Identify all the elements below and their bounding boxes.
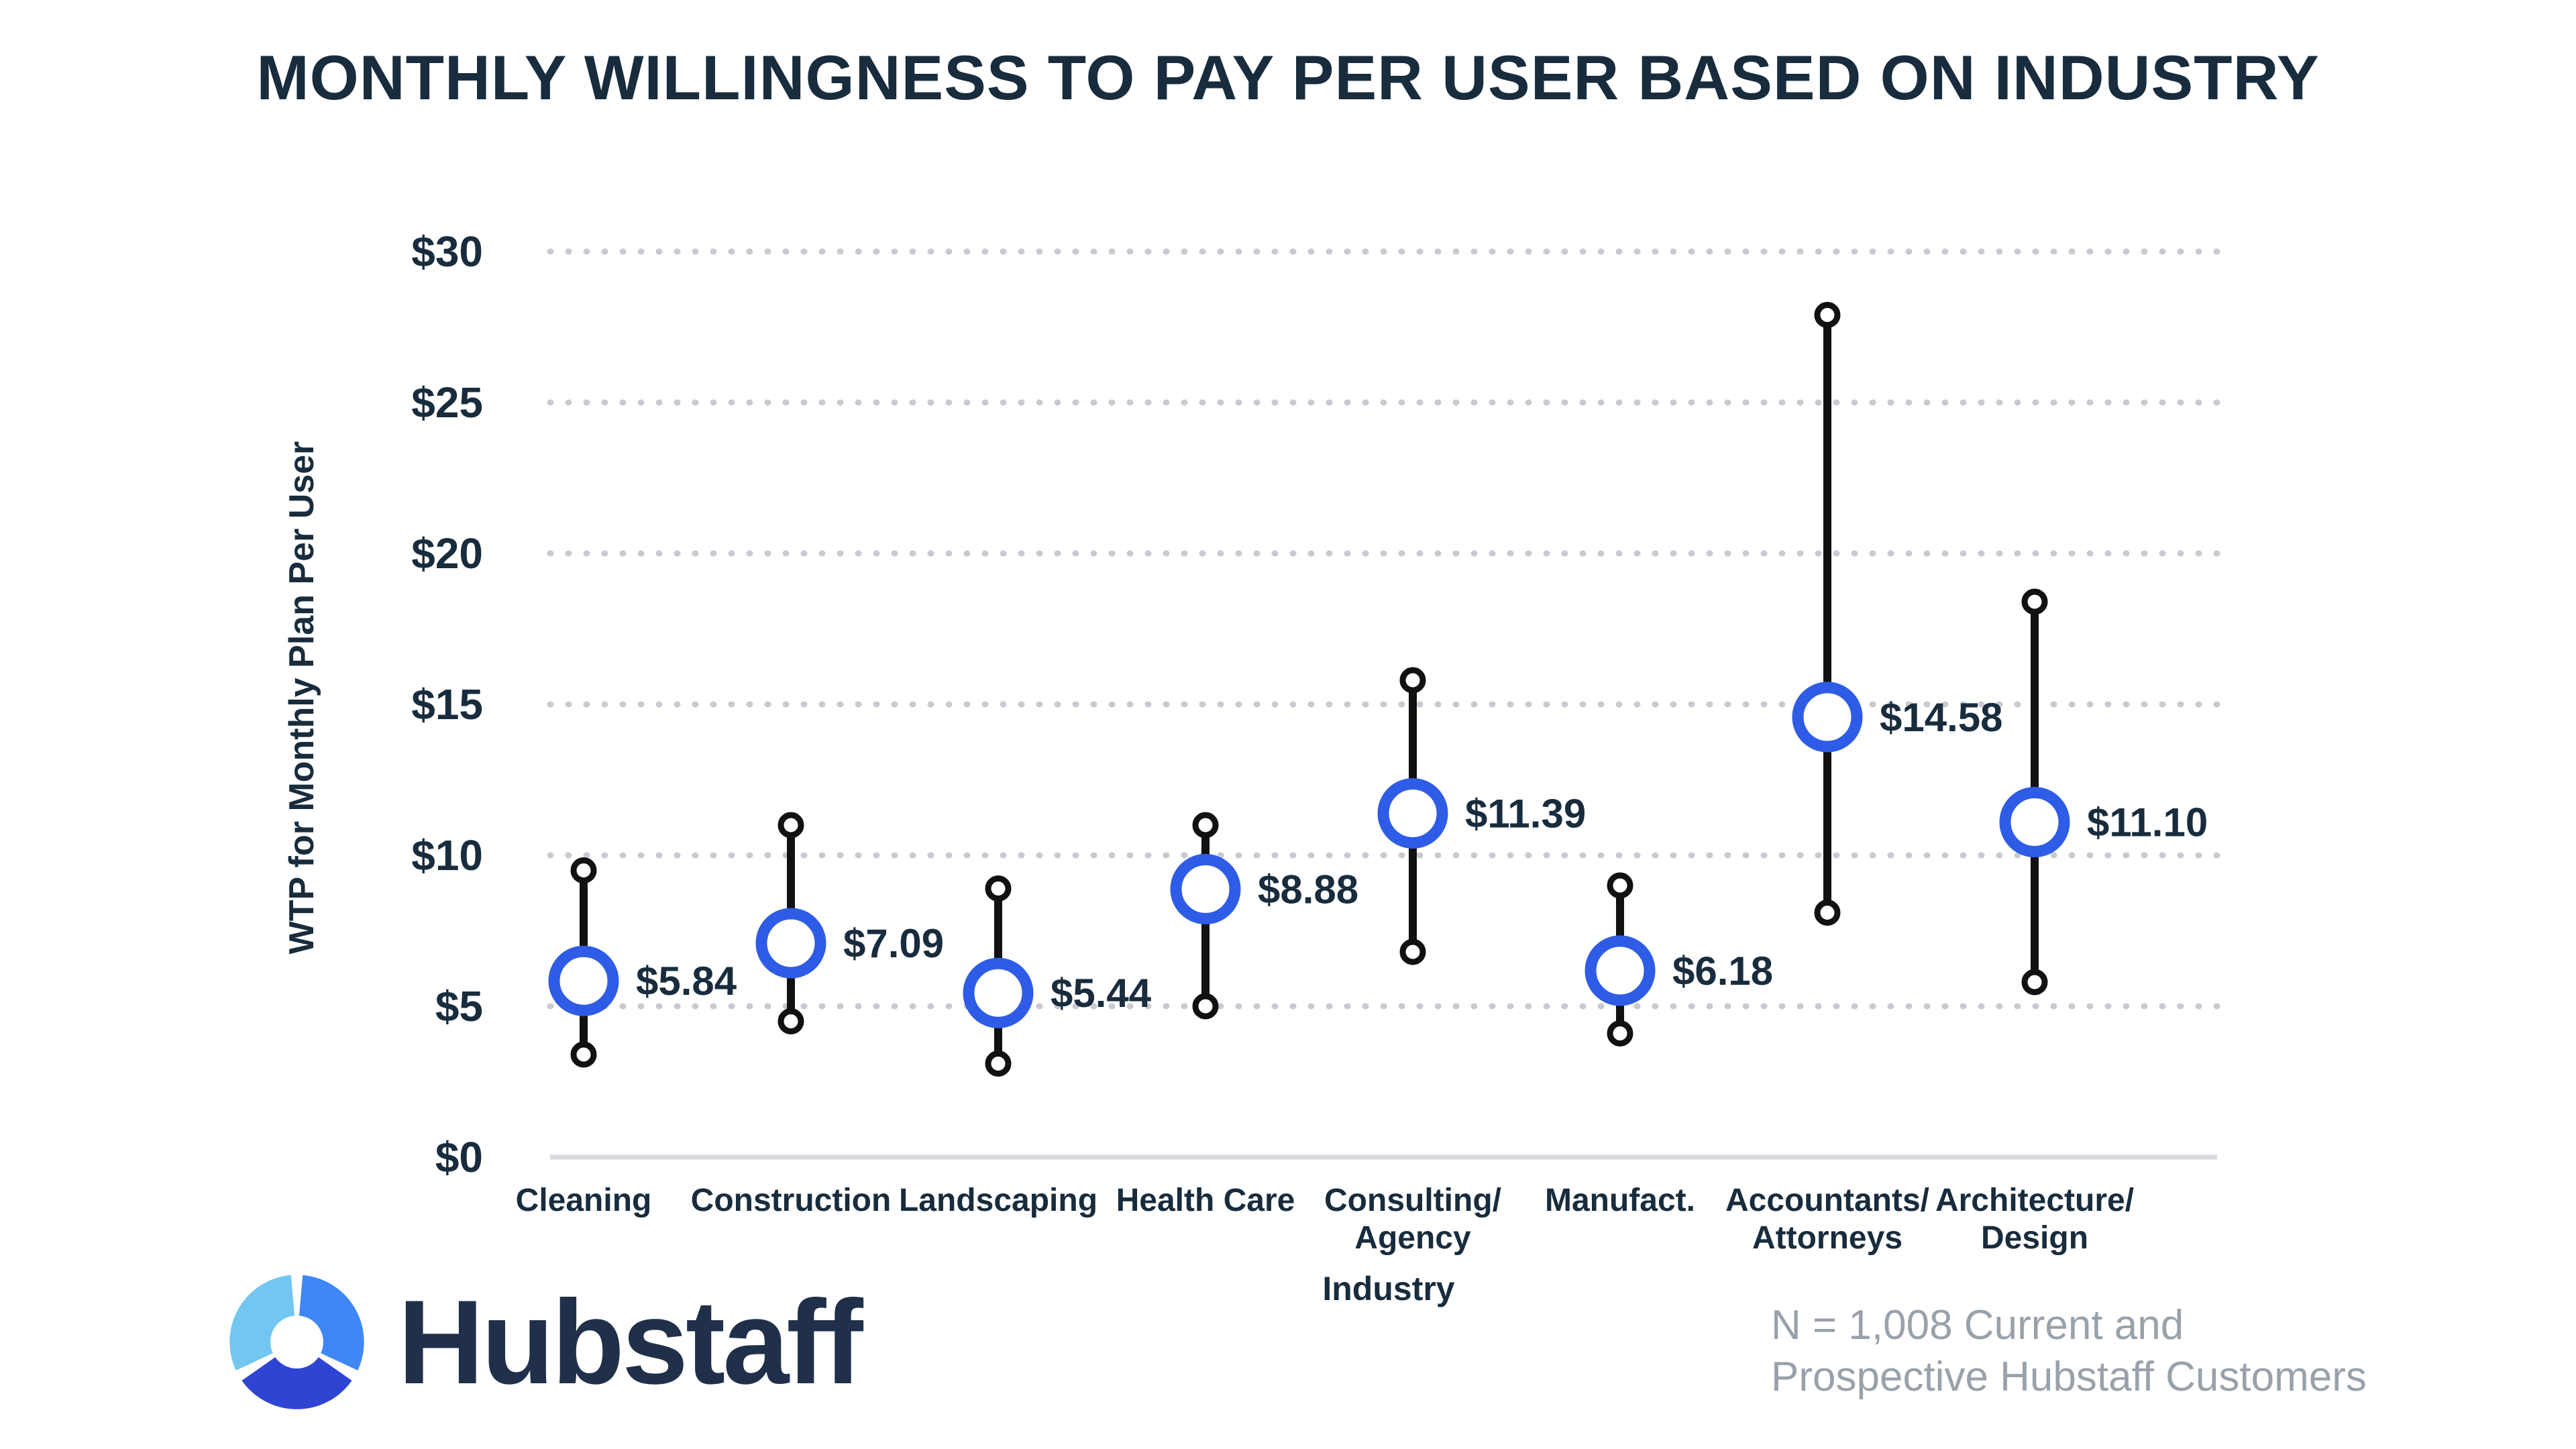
range-low-dot — [1399, 938, 1426, 965]
mean-dot — [1792, 682, 1863, 753]
range-high-dot — [2021, 588, 2048, 615]
range-high-dot — [1399, 667, 1426, 694]
mean-value-label: $11.10 — [2087, 800, 2208, 845]
logo-wordmark: Hubstaff — [398, 1275, 863, 1409]
hubstaff-logo-icon — [229, 1275, 364, 1409]
y-tick-label: $0 — [435, 1133, 483, 1181]
hubstaff-logo: Hubstaff — [221, 1267, 863, 1417]
sample-size-note: N = 1,008 Current and Prospective Hubsta… — [1771, 1300, 2367, 1403]
mean-value-label: $11.39 — [1465, 791, 1586, 836]
range-low-dot — [1192, 993, 1219, 1020]
range-high-dot — [777, 812, 804, 839]
mean-value-label: $7.09 — [843, 921, 944, 966]
category-label: Cleaning — [516, 1183, 652, 1218]
category-label: Consulting/Agency — [1324, 1183, 1501, 1256]
range-high-dot — [1607, 872, 1633, 899]
mean-dot — [548, 945, 619, 1016]
mean-value-label: $8.88 — [1258, 867, 1358, 912]
range-high-dot — [985, 875, 1012, 902]
mean-dot — [1999, 787, 2070, 857]
range-high-dot — [1192, 812, 1219, 839]
category-label: Health Care — [1116, 1183, 1295, 1218]
range-high-dot — [570, 857, 597, 883]
y-tick-label: $20 — [411, 529, 483, 578]
category-label: Architecture/Design — [1935, 1183, 2134, 1256]
range-low-dot — [1814, 900, 1841, 926]
logo-segment-light-icon — [229, 1275, 296, 1371]
mean-dot — [1585, 935, 1656, 1006]
sample-size-note-line2: Prospective Hubstaff Customers — [1771, 1353, 2367, 1400]
range-low-dot — [985, 1051, 1012, 1077]
mean-value-label: $6.18 — [1672, 949, 1773, 994]
range-low-dot — [2021, 969, 2048, 996]
category-label: Construction — [691, 1183, 892, 1218]
y-tick-label: $15 — [411, 680, 483, 729]
category-label: Accountants/Attorneys — [1725, 1183, 1929, 1256]
mean-dot — [755, 908, 826, 979]
mean-dot — [1377, 777, 1448, 849]
mean-dot — [1170, 853, 1241, 924]
range-low-dot — [1607, 1020, 1633, 1046]
range-low-dot — [777, 1008, 804, 1034]
mean-value-label: $5.84 — [636, 959, 737, 1004]
y-tick-label: $25 — [411, 378, 483, 427]
logo-segment-dark-icon — [241, 1356, 352, 1409]
y-tick-label: $30 — [411, 227, 483, 276]
range-low-dot — [570, 1041, 597, 1068]
mean-value-label: $5.44 — [1051, 971, 1152, 1016]
category-label: Landscaping — [899, 1183, 1097, 1218]
chart-title: MONTHLY WILLINGNESS TO PAY PER USER BASE… — [256, 42, 2320, 113]
category-label: Manufact. — [1545, 1183, 1695, 1218]
mean-value-label: $14.58 — [1880, 695, 2003, 740]
mean-dot — [963, 957, 1034, 1028]
y-tick-label: $10 — [411, 831, 483, 879]
y-tick-label: $5 — [435, 982, 483, 1030]
x-axis-title: Industry — [1322, 1270, 1455, 1307]
logo-segment-mid-icon — [298, 1275, 364, 1371]
range-high-dot — [1814, 302, 1841, 328]
sample-size-note-line1: N = 1,008 Current and — [1771, 1302, 2184, 1348]
